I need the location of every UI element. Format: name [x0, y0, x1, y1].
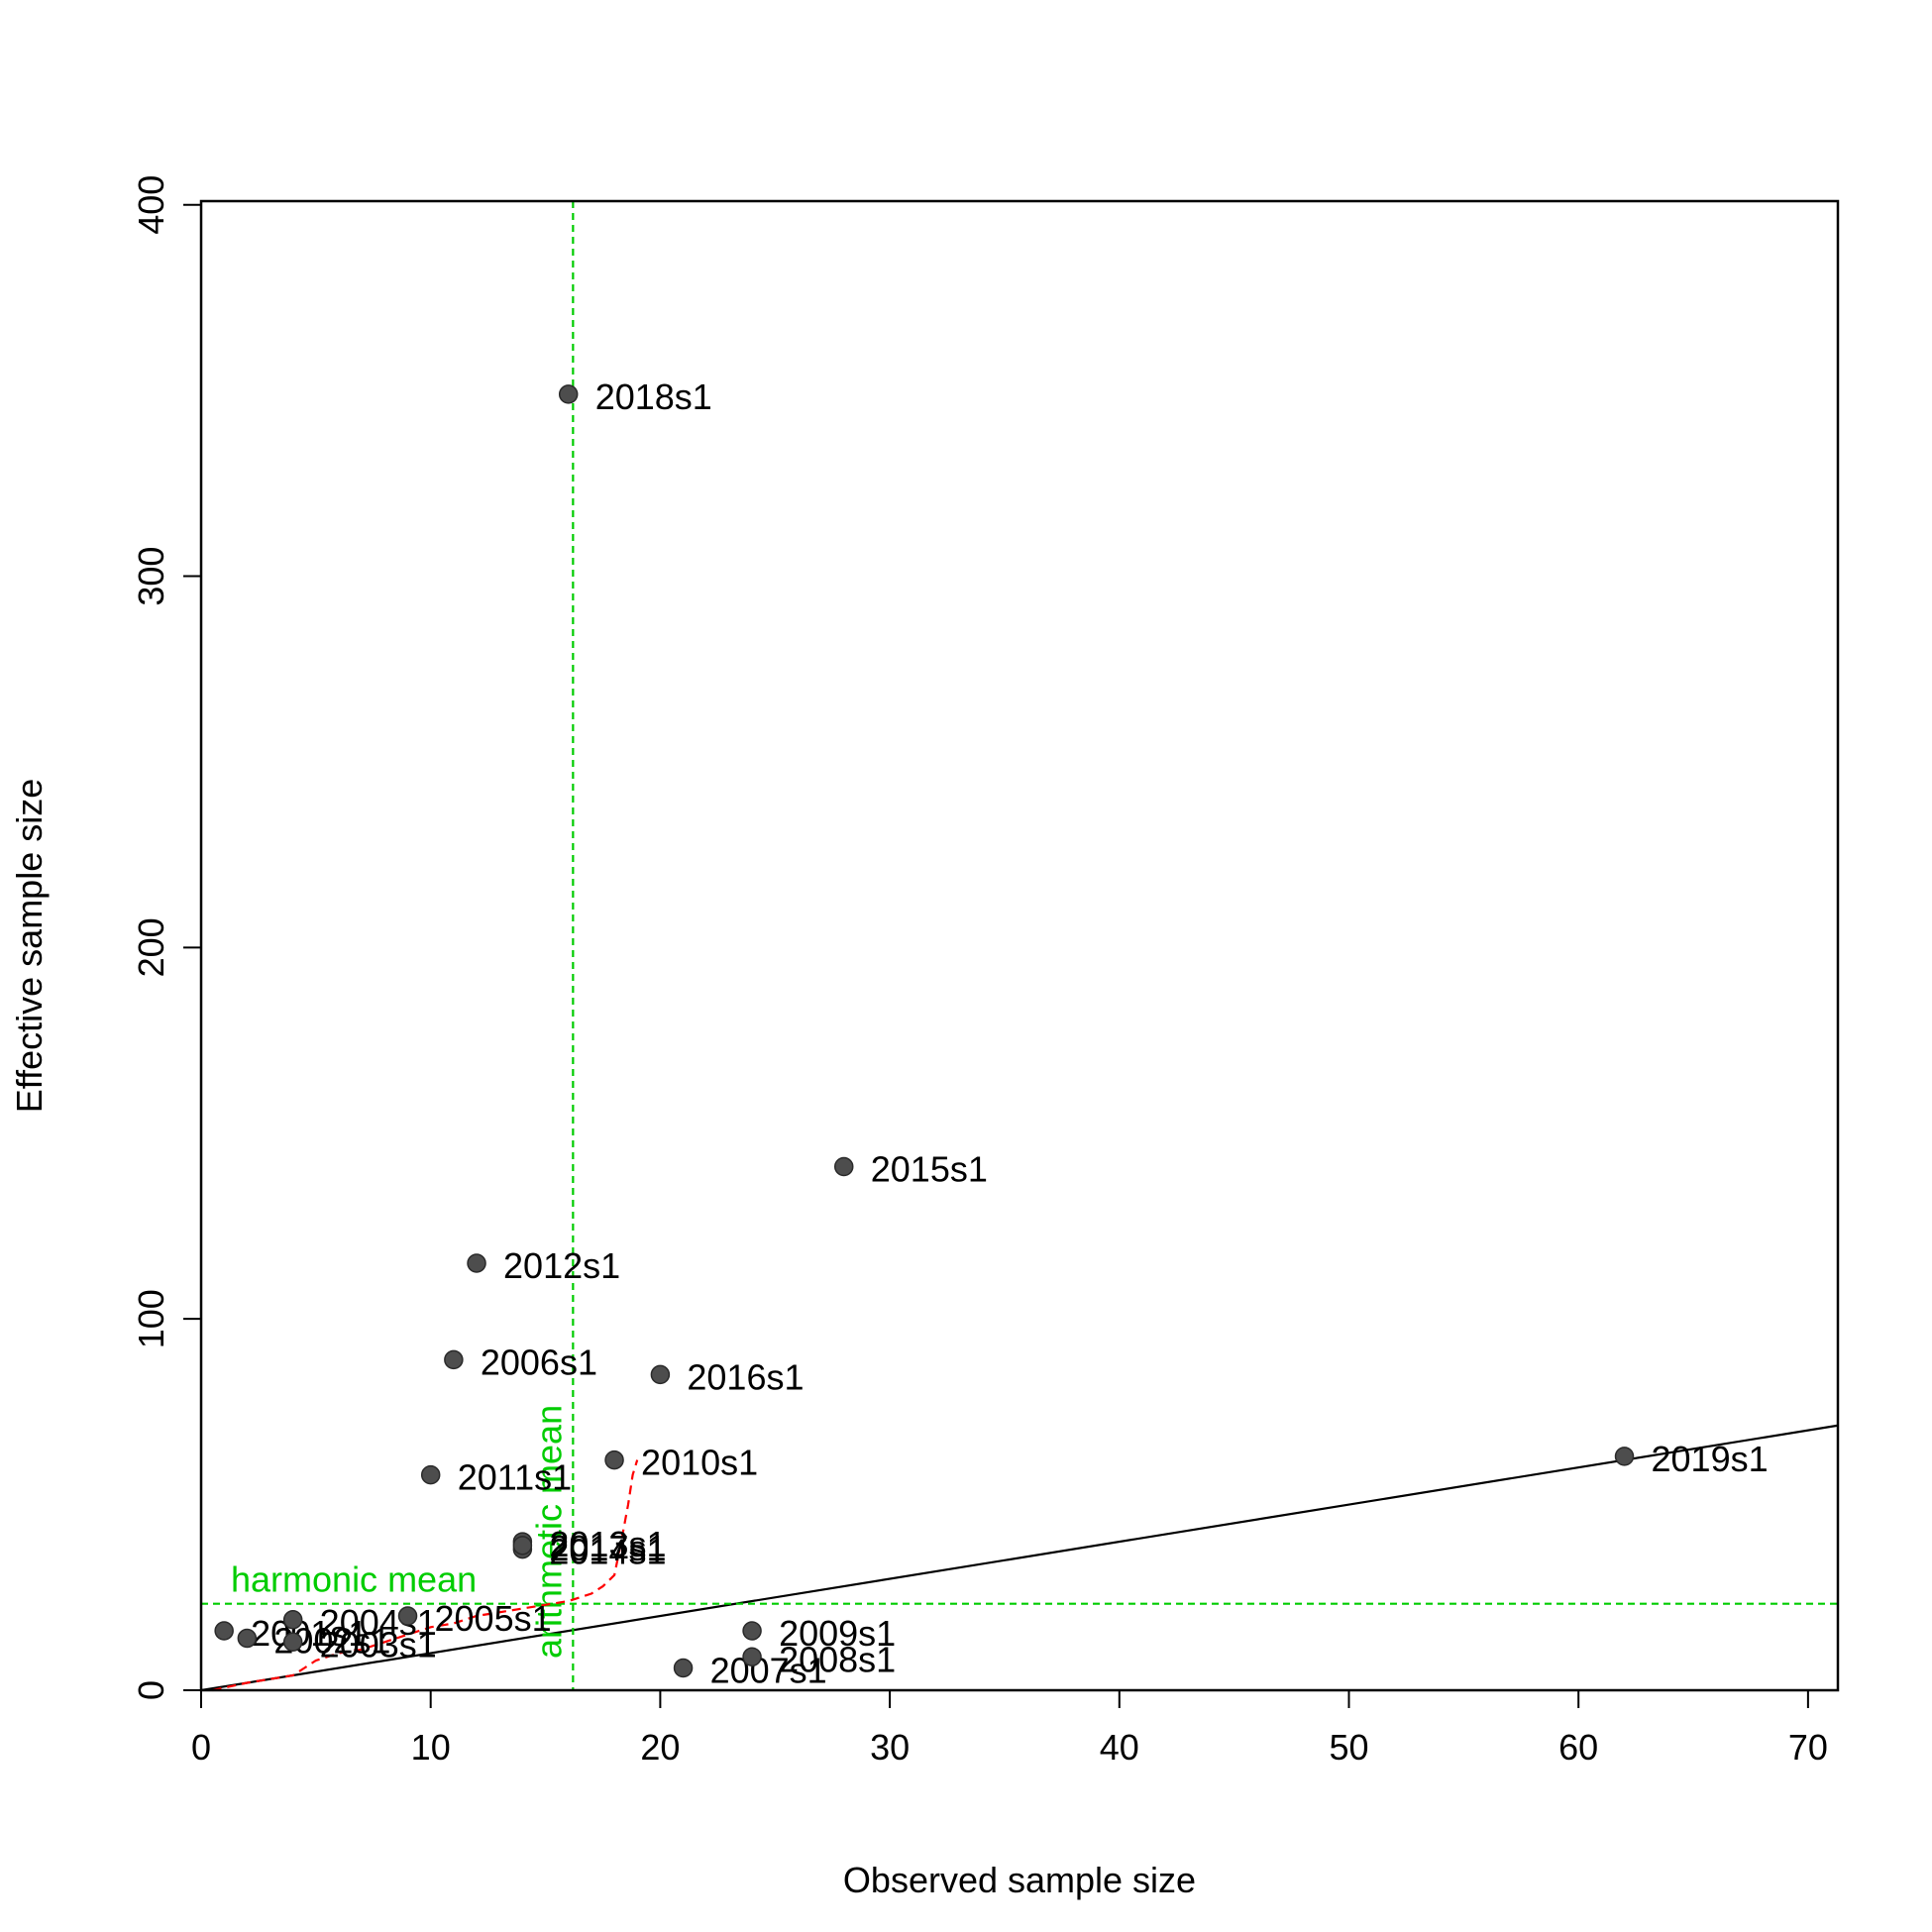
- y-tick-label: 100: [131, 1289, 171, 1348]
- data-point: [282, 1632, 303, 1653]
- x-axis: 0 10 20 30 40 50 60 70: [191, 1689, 1828, 1768]
- x-tick-label: 60: [1558, 1727, 1598, 1768]
- point-label: 2003s1: [320, 1624, 437, 1664]
- data-point: [214, 1621, 234, 1641]
- x-tick-label: 20: [640, 1727, 680, 1768]
- y-axis-title: Effective sample size: [9, 779, 50, 1113]
- point-label: 2006s1: [481, 1342, 597, 1382]
- data-point: [834, 1156, 854, 1177]
- point-label: 2004s1: [320, 1602, 437, 1643]
- x-tick-label: 70: [1788, 1727, 1828, 1768]
- data-point: [673, 1658, 694, 1678]
- one-to-one-line: [200, 1424, 1839, 1692]
- loess-curve: [212, 1459, 639, 1692]
- y-tick-label: 400: [131, 175, 171, 235]
- x-tick-label: 0: [191, 1727, 211, 1768]
- data-point: [650, 1364, 671, 1385]
- data-point: [604, 1449, 624, 1470]
- point-label: 2015s1: [871, 1149, 988, 1190]
- point-label: 2016s1: [687, 1356, 804, 1397]
- point-label: 2013s1: [549, 1524, 666, 1564]
- point-label: 2019s1: [1652, 1439, 1769, 1479]
- x-tick-label: 30: [870, 1727, 910, 1768]
- data-point: [237, 1628, 258, 1649]
- plot-frame: [199, 199, 1840, 1692]
- data-point: [742, 1647, 762, 1667]
- data-point: [1614, 1447, 1635, 1466]
- x-tick-label: 40: [1100, 1727, 1139, 1768]
- data-point: [467, 1253, 486, 1273]
- point-label: 2008s1: [779, 1639, 896, 1679]
- data-point: [397, 1606, 418, 1626]
- x-tick-label: 10: [411, 1727, 451, 1768]
- data-point: [742, 1621, 762, 1641]
- point-label: 2014s1: [549, 1532, 666, 1572]
- y-tick-label: 200: [131, 917, 171, 977]
- point-label: 2010s1: [641, 1443, 758, 1483]
- y-axis: 0 100 200 300 400: [131, 175, 202, 1700]
- y-tick-label: 300: [131, 547, 171, 606]
- x-axis-title: Observed sample size: [843, 1860, 1196, 1900]
- point-label: 2001s1: [251, 1613, 368, 1654]
- point-label: 2005s1: [435, 1598, 552, 1639]
- point-label: 2009s1: [779, 1613, 896, 1654]
- point-label: 2018s1: [595, 376, 712, 417]
- x-tick-label: 50: [1329, 1727, 1368, 1768]
- point-label: 2011s1: [458, 1457, 572, 1498]
- data-point: [282, 1610, 303, 1630]
- point-label: 2012s1: [503, 1245, 620, 1286]
- data-point: [420, 1464, 441, 1485]
- data-point: [558, 384, 579, 404]
- y-tick-label: 0: [131, 1680, 171, 1700]
- data-point: [512, 1536, 533, 1556]
- data-point: [444, 1349, 464, 1370]
- point-label: 2007s1: [710, 1651, 827, 1691]
- arithmetic-mean-label: arithmetic mean: [528, 1405, 569, 1659]
- harmonic-mean-label: harmonic mean: [231, 1559, 477, 1600]
- point-label: 2017s1: [549, 1528, 666, 1568]
